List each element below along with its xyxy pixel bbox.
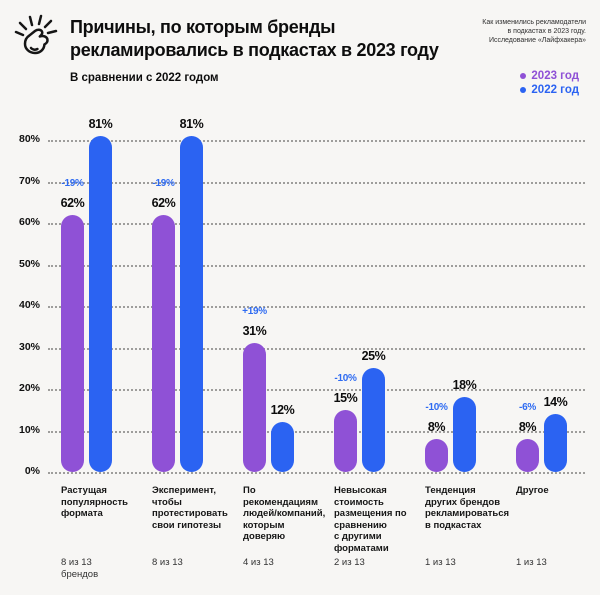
count-label: 1 из 13: [425, 557, 456, 568]
count-label: 8 из 13 брендов: [61, 557, 99, 580]
count-label: 1 из 13: [516, 557, 547, 568]
y-tick-10%: 10%: [18, 423, 40, 436]
count-label: 2 из 13: [334, 557, 365, 568]
value-label-2023: 62%: [60, 195, 85, 210]
bar-2023: [516, 438, 539, 472]
y-tick-0%: 0%: [24, 465, 40, 477]
value-label-2023: 31%: [242, 324, 267, 339]
y-tick-80%: 80%: [18, 133, 40, 145]
bar-2022: [271, 422, 294, 472]
value-label-2023: 8%: [518, 419, 537, 434]
change-label: -10%: [425, 401, 448, 413]
value-label-2022: 81%: [179, 116, 204, 131]
value-label-2022: 81%: [88, 116, 113, 131]
y-tick-60%: 60%: [18, 216, 40, 228]
legend-label: 2022 год: [531, 84, 579, 96]
y-tick-40%: 40%: [18, 299, 40, 311]
snap-fingers-icon: [13, 13, 61, 63]
gridline-10%: [48, 430, 585, 433]
change-label: -6%: [519, 401, 536, 413]
value-label-2022: 18%: [452, 378, 477, 393]
legend-dot-icon: [520, 73, 527, 79]
count-label: 8 из 13: [152, 557, 183, 568]
bar-2022: [362, 368, 385, 472]
change-label: +19%: [242, 306, 267, 318]
chart-legend: 2023 год 2022 год: [520, 70, 579, 96]
source-note: Как изменились рекламодатели в подкастах…: [482, 19, 586, 44]
gridline-80%: [48, 140, 585, 142]
title-line-2: рекламировались в подкастах в 2023 году: [70, 40, 439, 60]
category-label: Невысокая стоимость размещения по сравне…: [334, 485, 407, 554]
bar-chart: 62% 81% -19% 62% 81% -19% 31% 12% +19% 15% 25% -10%…: [0, 117, 600, 477]
gridline-20%: [48, 389, 585, 391]
category-label: Эксперимент, чтобы протестировать свои г…: [152, 485, 228, 531]
category-label: Другое: [516, 485, 549, 496]
gridline-30%: [48, 347, 585, 350]
bar-2022: [89, 135, 112, 472]
bar-2022: [544, 413, 567, 472]
bar-2022: [453, 397, 476, 472]
legend-dot-icon: [520, 87, 527, 93]
y-tick-30%: 30%: [18, 340, 40, 353]
legend-item-2023: 2023 год: [520, 70, 579, 82]
bar-2022: [180, 135, 203, 472]
bar-2023: [334, 409, 357, 472]
change-label: -10%: [334, 372, 357, 384]
bar-2023: [152, 214, 175, 472]
category-label: Растущая популярность формата: [61, 485, 129, 519]
category-label: Тенденция других брендов рекламироваться…: [425, 485, 510, 531]
title-line-1: Причины, по которым бренды: [70, 17, 336, 37]
gridline-50%: [48, 264, 585, 267]
bar-2023: [425, 438, 448, 472]
y-tick-50%: 50%: [18, 257, 40, 270]
value-label-2023: 8%: [427, 419, 446, 434]
plot-area: 62% 81% -19% 62% 81% -19% 31% 12% +19% 15% 25% -10%…: [48, 117, 585, 474]
value-label-2023: 15%: [333, 390, 358, 405]
y-tick-20%: 20%: [18, 382, 40, 394]
count-labels: 8 из 13 брендов 8 из 13 4 из 13 2 из 13 1 из…: [48, 557, 585, 587]
page-title: Причины, по которым бренды рекламировали…: [70, 16, 470, 62]
gridline-70%: [48, 181, 585, 184]
category-label: По рекомендациям людей/компаний, которым…: [243, 485, 326, 542]
gridline-0%: [48, 472, 585, 474]
page-subtitle: В сравнении с 2022 годом: [70, 72, 219, 84]
count-label: 4 из 13: [243, 557, 274, 568]
bar-2023: [61, 214, 84, 472]
change-label: -19%: [152, 177, 175, 189]
title-block: Причины, по которым бренды рекламировали…: [70, 16, 470, 84]
bar-2023: [243, 343, 266, 472]
category-labels: Растущая популярность формата Эксперимент…: [48, 485, 585, 555]
value-label-2022: 25%: [361, 349, 386, 364]
legend-label: 2023 год: [531, 70, 579, 82]
gridline-60%: [48, 223, 585, 225]
value-label-2022: 12%: [270, 403, 295, 418]
value-label-2023: 62%: [151, 195, 176, 210]
y-tick-70%: 70%: [18, 174, 40, 187]
legend-item-2022: 2022 год: [520, 84, 579, 96]
gridline-40%: [48, 306, 585, 308]
change-label: -19%: [61, 177, 84, 189]
value-label-2022: 14%: [543, 394, 568, 409]
